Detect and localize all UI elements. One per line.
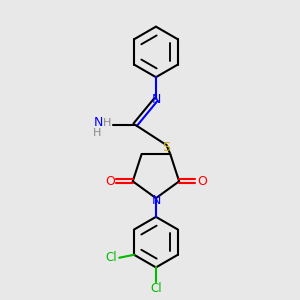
Text: N: N [151,93,160,106]
Text: Cl: Cl [150,282,162,295]
Text: H: H [93,128,102,138]
Text: N: N [94,116,103,129]
Text: H: H [103,118,111,128]
Text: O: O [197,175,207,188]
Text: O: O [105,175,115,188]
Text: N: N [151,194,160,207]
Text: Cl: Cl [105,251,117,264]
Text: S: S [162,140,170,154]
